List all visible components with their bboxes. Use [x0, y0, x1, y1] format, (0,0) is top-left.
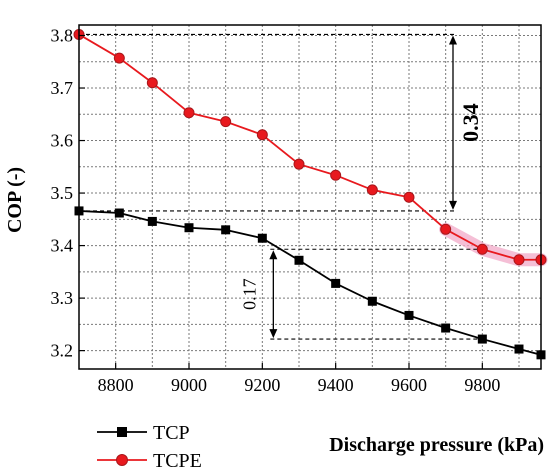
x-axis-title: Discharge pressure (kPa)	[329, 434, 544, 456]
x-tick-label: 9200	[244, 375, 280, 395]
series-line-tcpe	[78, 33, 541, 261]
data-point-tcp	[114, 208, 124, 218]
x-tick-label: 9800	[464, 375, 500, 395]
data-point-tcp	[147, 216, 157, 226]
plot-frame	[78, 24, 542, 370]
data-point-tcpe	[476, 243, 488, 255]
annotations: 0.34 0.17	[79, 33, 486, 340]
highlight-stroke	[439, 222, 548, 267]
annotation-arrow-head	[449, 35, 457, 45]
data-point-tcpe	[146, 77, 158, 89]
annotation-label: 0.34	[458, 103, 483, 141]
y-axis-title: COP (-)	[4, 167, 26, 233]
legend-label-tcp: TCP	[153, 422, 190, 444]
x-tick-label: 9600	[391, 375, 427, 395]
legend: TCP TCPE	[97, 422, 202, 472]
y-tick-label: 3.4	[51, 236, 74, 256]
x-tick-label: 9000	[171, 375, 207, 395]
legend-marker-tcpe	[116, 454, 128, 466]
annotation-label: 0.17	[239, 278, 259, 310]
data-point-tcpe	[220, 116, 232, 128]
tick-labels: 8800 9000 9200 9400 9600 9800 3.2 3.3 3.4 3.5 3.6 3…	[51, 26, 501, 395]
highlight-band	[439, 222, 548, 267]
data-point-tcp	[404, 310, 414, 320]
legend-label-tcpe: TCPE	[153, 450, 202, 472]
data-point-tcpe	[440, 223, 452, 235]
data-point-tcp	[331, 278, 341, 288]
y-tick-label: 3.7	[51, 78, 74, 98]
data-point-tcp	[257, 233, 267, 243]
annotation-arrow-head	[449, 200, 457, 210]
y-tick-label: 3.2	[51, 341, 74, 361]
data-point-tcp	[221, 225, 231, 235]
data-point-tcp	[294, 255, 304, 265]
y-tick-label: 3.3	[51, 288, 74, 308]
x-tick-label: 9400	[318, 375, 354, 395]
data-point-tcpe	[330, 169, 342, 181]
legend-item-tcp: TCP	[97, 422, 190, 444]
data-point-tcpe	[256, 129, 268, 141]
data-point-tcpe	[366, 184, 378, 196]
y-tick-label: 3.6	[51, 131, 74, 151]
data-point-tcpe	[403, 191, 415, 203]
data-point-tcp	[514, 344, 524, 354]
annotation-arrow-head	[269, 329, 278, 339]
x-tick-label: 8800	[98, 375, 134, 395]
y-tick-label: 3.5	[51, 183, 74, 203]
legend-marker-tcp	[117, 427, 127, 437]
data-point-tcpe	[513, 254, 525, 266]
legend-item-tcpe: TCPE	[97, 450, 202, 472]
series-line-tcp	[78, 210, 542, 356]
ticks	[79, 34, 483, 369]
data-point-tcp	[184, 223, 194, 233]
data-point-tcp	[477, 334, 487, 344]
data-point-tcpe	[113, 52, 125, 64]
data-point-tcpe	[183, 107, 195, 119]
annotation-arrow-head	[269, 250, 278, 260]
data-point-tcpe	[293, 158, 305, 170]
grid	[79, 25, 541, 369]
y-tick-label: 3.8	[51, 26, 74, 46]
data-point-tcp	[441, 323, 451, 333]
series-group	[73, 28, 547, 360]
data-point-tcp	[367, 296, 377, 306]
